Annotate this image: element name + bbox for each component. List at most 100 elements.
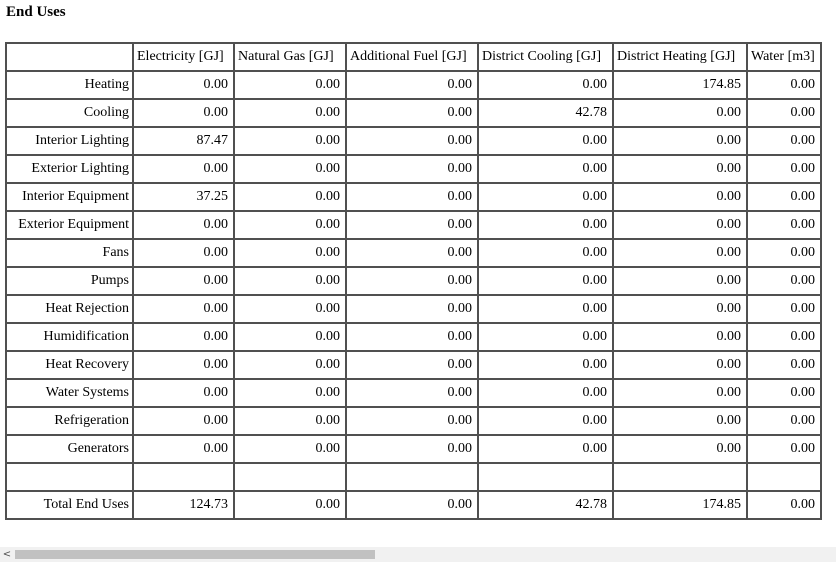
cell-natural-gas: 0.00 — [233, 294, 347, 324]
cell-additional-fuel: 0.00 — [345, 322, 479, 352]
row-label: Generators — [5, 434, 134, 464]
cell-water: 0.00 — [746, 266, 822, 296]
cell-water: 0.00 — [746, 322, 822, 352]
row-label: Fans — [5, 238, 134, 268]
cell-water: 0.00 — [746, 182, 822, 212]
cell-natural-gas: 0.00 — [233, 238, 347, 268]
cell-natural-gas: 0.00 — [233, 322, 347, 352]
row-label: Humidification — [5, 322, 134, 352]
cell-additional-fuel: 0.00 — [345, 294, 479, 324]
cell-water: 0.00 — [746, 350, 822, 380]
cell-natural-gas: 0.00 — [233, 98, 347, 128]
cell-district-heating: 0.00 — [612, 182, 748, 212]
table-row: Cooling 0.00 0.00 0.00 42.78 0.00 0.00 — [5, 98, 822, 128]
table-row: Generators 0.00 0.00 0.00 0.00 0.00 0.00 — [5, 434, 822, 464]
total-cell-water: 0.00 — [746, 490, 822, 520]
cell-additional-fuel: 0.00 — [345, 406, 479, 436]
table-row: Exterior Lighting 0.00 0.00 0.00 0.00 0.00 0.0… — [5, 154, 822, 184]
cell-district-heating: 0.00 — [612, 350, 748, 380]
table-row: Exterior Equipment 0.00 0.00 0.00 0.00 0.00 0.… — [5, 210, 822, 240]
table-row: Pumps 0.00 0.00 0.00 0.00 0.00 0.00 — [5, 266, 822, 296]
horizontal-scrollbar[interactable]: < — [0, 547, 836, 562]
cell-additional-fuel: 0.00 — [345, 126, 479, 156]
cell-district-heating: 0.00 — [612, 154, 748, 184]
cell-natural-gas: 0.00 — [233, 266, 347, 296]
row-label: Cooling — [5, 98, 134, 128]
cell-electricity: 0.00 — [132, 378, 235, 408]
cell-district-heating: 0.00 — [612, 98, 748, 128]
end-uses-table: Electricity [GJ] Natural Gas [GJ] Additi… — [5, 42, 822, 520]
row-label: Interior Lighting — [5, 126, 134, 156]
row-label: Interior Equipment — [5, 182, 134, 212]
header-corner-cell — [5, 42, 134, 72]
row-label: Water Systems — [5, 378, 134, 408]
cell-additional-fuel: 0.00 — [345, 350, 479, 380]
cell-additional-fuel: 0.00 — [345, 98, 479, 128]
cell-district-heating: 0.00 — [612, 126, 748, 156]
cell-natural-gas: 0.00 — [233, 70, 347, 100]
scrollbar-thumb[interactable] — [15, 550, 375, 559]
cell-electricity: 0.00 — [132, 434, 235, 464]
scroll-left-arrow-icon[interactable]: < — [2, 549, 12, 560]
total-cell-district-heating: 174.85 — [612, 490, 748, 520]
cell-water: 0.00 — [746, 154, 822, 184]
table-row: Refrigeration 0.00 0.00 0.00 0.00 0.00 0.00 — [5, 406, 822, 436]
cell-natural-gas: 0.00 — [233, 434, 347, 464]
cell-electricity: 0.00 — [132, 266, 235, 296]
spacer-cell — [233, 462, 347, 492]
cell-electricity: 0.00 — [132, 70, 235, 100]
table-row: Heat Recovery 0.00 0.00 0.00 0.00 0.00 0.00 — [5, 350, 822, 380]
row-label: Exterior Equipment — [5, 210, 134, 240]
spacer-cell — [5, 462, 134, 492]
cell-natural-gas: 0.00 — [233, 406, 347, 436]
cell-additional-fuel: 0.00 — [345, 154, 479, 184]
table-spacer-row — [5, 462, 822, 492]
cell-district-cooling: 0.00 — [477, 406, 614, 436]
cell-district-heating: 174.85 — [612, 70, 748, 100]
table-header-row: Electricity [GJ] Natural Gas [GJ] Additi… — [5, 42, 822, 72]
spacer-cell — [132, 462, 235, 492]
cell-district-cooling: 0.00 — [477, 434, 614, 464]
row-label: Heat Rejection — [5, 294, 134, 324]
cell-district-cooling: 0.00 — [477, 154, 614, 184]
cell-electricity: 0.00 — [132, 98, 235, 128]
cell-district-cooling: 0.00 — [477, 182, 614, 212]
table-row: Fans 0.00 0.00 0.00 0.00 0.00 0.00 — [5, 238, 822, 268]
cell-district-heating: 0.00 — [612, 434, 748, 464]
cell-district-cooling: 0.00 — [477, 70, 614, 100]
cell-district-cooling: 0.00 — [477, 294, 614, 324]
cell-natural-gas: 0.00 — [233, 378, 347, 408]
cell-natural-gas: 0.00 — [233, 126, 347, 156]
cell-natural-gas: 0.00 — [233, 210, 347, 240]
total-cell-district-cooling: 42.78 — [477, 490, 614, 520]
row-label: Heating — [5, 70, 134, 100]
cell-water: 0.00 — [746, 210, 822, 240]
cell-water: 0.00 — [746, 238, 822, 268]
spacer-cell — [477, 462, 614, 492]
cell-district-heating: 0.00 — [612, 294, 748, 324]
table-row: Interior Lighting 87.47 0.00 0.00 0.00 0.00 0.… — [5, 126, 822, 156]
cell-electricity: 0.00 — [132, 210, 235, 240]
cell-water: 0.00 — [746, 70, 822, 100]
cell-district-cooling: 0.00 — [477, 210, 614, 240]
cell-additional-fuel: 0.00 — [345, 266, 479, 296]
spacer-cell — [746, 462, 822, 492]
cell-district-cooling: 0.00 — [477, 378, 614, 408]
cell-additional-fuel: 0.00 — [345, 210, 479, 240]
cell-electricity: 37.25 — [132, 182, 235, 212]
cell-additional-fuel: 0.00 — [345, 70, 479, 100]
spacer-cell — [345, 462, 479, 492]
cell-district-cooling: 42.78 — [477, 98, 614, 128]
cell-electricity: 0.00 — [132, 350, 235, 380]
table-total-row: Total End Uses 124.73 0.00 0.00 42.78 17… — [5, 490, 822, 520]
table-row: Heating 0.00 0.00 0.00 0.00 174.85 0.00 — [5, 70, 822, 100]
cell-natural-gas: 0.00 — [233, 154, 347, 184]
column-header-water: Water [m3] — [746, 42, 822, 72]
page-title: End Uses — [6, 4, 66, 20]
cell-electricity: 0.00 — [132, 322, 235, 352]
cell-additional-fuel: 0.00 — [345, 378, 479, 408]
total-cell-additional-fuel: 0.00 — [345, 490, 479, 520]
cell-district-cooling: 0.00 — [477, 266, 614, 296]
table-row: Interior Equipment 37.25 0.00 0.00 0.00 0.00 0… — [5, 182, 822, 212]
